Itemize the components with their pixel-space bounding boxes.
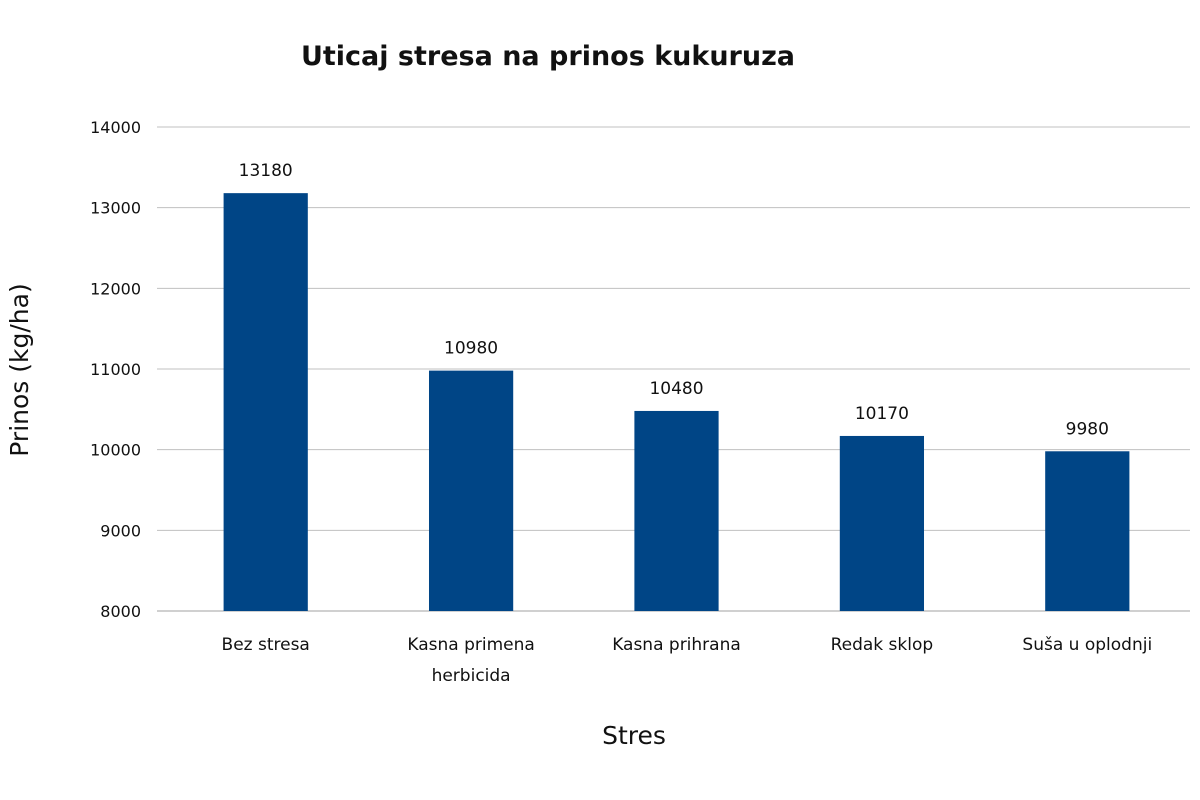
x-tick-label: Suša u oplodnji <box>1022 635 1152 655</box>
x-tick-label: Redak sklop <box>831 635 934 655</box>
y-axis-ticks: 8000 9000 10000 11000 12000 13000 14000 <box>90 118 141 621</box>
y-tick-label: 8000 <box>100 602 141 621</box>
x-tick-label: herbicida <box>432 666 511 686</box>
data-label: 10170 <box>855 404 909 424</box>
chart-title: Uticaj stresa na prinos kukuruza <box>301 41 795 72</box>
x-tick-label: Kasna primena <box>407 635 534 655</box>
y-tick-label: 9000 <box>100 521 141 540</box>
data-label: 13180 <box>239 161 293 181</box>
bar <box>428 370 514 611</box>
bar <box>223 193 308 611</box>
data-label: 9980 <box>1066 419 1109 439</box>
x-tick-label: Kasna prihrana <box>612 635 741 655</box>
data-label: 10980 <box>444 339 498 359</box>
y-tick-label: 12000 <box>90 279 141 298</box>
bar <box>839 435 925 611</box>
y-axis-title: Prinos (kg/ha) <box>5 283 34 456</box>
y-tick-label: 11000 <box>90 360 141 379</box>
x-tick-label: Bez stresa <box>222 635 310 655</box>
bars <box>223 193 1130 611</box>
data-labels: 13180 10980 10480 10170 9980 <box>239 161 1109 439</box>
bar <box>634 410 719 611</box>
y-tick-label: 14000 <box>90 118 141 137</box>
y-tick-label: 10000 <box>90 441 141 460</box>
data-label: 10480 <box>649 379 703 399</box>
x-axis-categories: Bez stresa Kasna primena herbicida Kasna pr… <box>222 635 1153 686</box>
x-axis-title: Stres <box>602 721 666 750</box>
bar <box>1045 451 1130 611</box>
y-tick-label: 13000 <box>90 199 141 218</box>
